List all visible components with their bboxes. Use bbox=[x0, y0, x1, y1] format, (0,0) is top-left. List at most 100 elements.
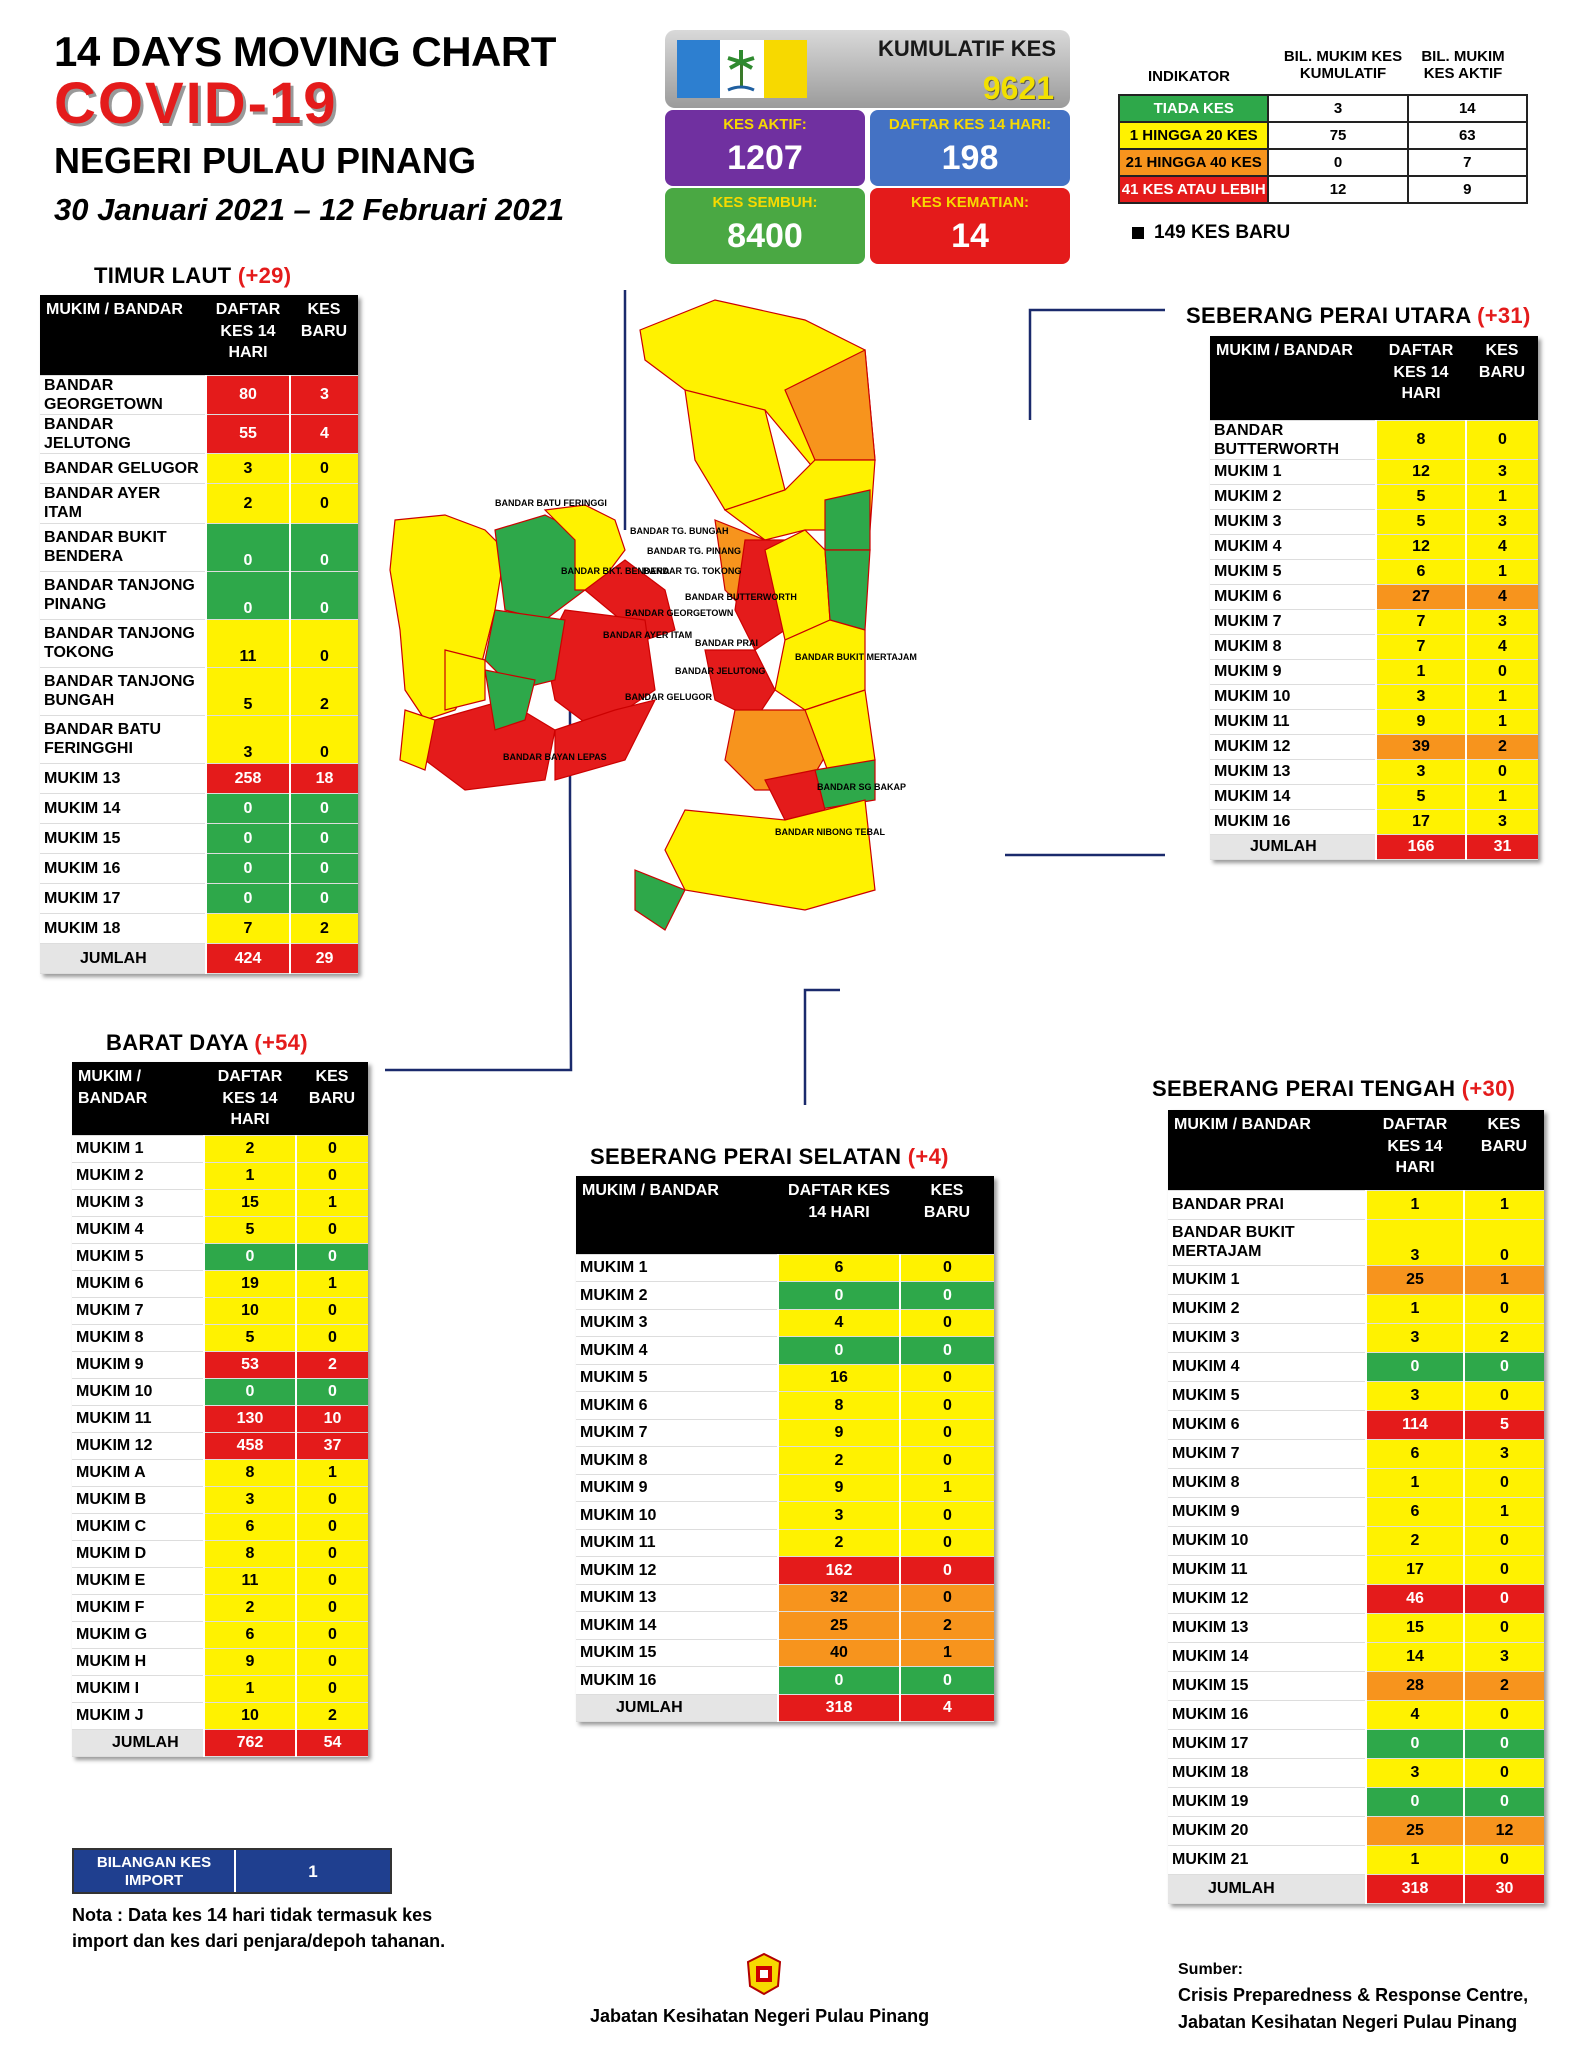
cases-14d: 8 bbox=[203, 1459, 296, 1487]
cases-14d: 3 bbox=[1375, 684, 1466, 710]
mukim-name: MUKIM 11 bbox=[72, 1405, 204, 1433]
summary-panel: KUMULATIF KES 9621 KES AKTIF: 1207 DAFTA… bbox=[665, 30, 1070, 268]
new-cases: 29 bbox=[289, 943, 358, 974]
col-header-mukim: MUKIM / BANDAR bbox=[576, 1176, 778, 1254]
label-nibong-tebal: BANDAR NIBONG TEBAL bbox=[775, 827, 885, 837]
table-row: MUKIM 6 27 4 bbox=[1210, 584, 1538, 610]
mukim-name: MUKIM 6 bbox=[576, 1391, 778, 1419]
mukim-name: MUKIM B bbox=[72, 1486, 204, 1514]
cases-14d: 9 bbox=[1375, 709, 1466, 735]
table-row: MUKIM 21 1 0 bbox=[1168, 1845, 1544, 1875]
mukim-name: MUKIM 2 bbox=[1210, 484, 1376, 510]
mukim-name: MUKIM 8 bbox=[1168, 1468, 1366, 1498]
new-cases: 0 bbox=[899, 1336, 994, 1364]
spu-increase: (+31) bbox=[1477, 303, 1531, 328]
mukim-name: MUKIM 13 bbox=[576, 1584, 778, 1612]
mukim-name: MUKIM 13 bbox=[1168, 1613, 1366, 1643]
mukim-name: MUKIM 3 bbox=[72, 1189, 204, 1217]
cases-14d: 4 bbox=[1365, 1700, 1464, 1730]
table-row: BANDAR TANJONG PINANG 0 0 bbox=[40, 571, 358, 620]
cases-14d: 9 bbox=[777, 1419, 900, 1447]
mukim-name: MUKIM 1 bbox=[576, 1254, 778, 1282]
cases-14d: 28 bbox=[1365, 1671, 1464, 1701]
mukim-name: MUKIM 1 bbox=[1168, 1265, 1366, 1295]
table-row: MUKIM 10 3 1 bbox=[1210, 684, 1538, 710]
mukim-name: JUMLAH bbox=[576, 1694, 778, 1722]
new-cases: 0 bbox=[289, 853, 358, 884]
new-cases: 4 bbox=[1465, 634, 1538, 660]
mukim-name: MUKIM 7 bbox=[576, 1419, 778, 1447]
cases-14d: 5 bbox=[1375, 784, 1466, 810]
table-row: BANDAR PRAI 1 1 bbox=[1168, 1190, 1544, 1219]
new-cases: 0 bbox=[295, 1216, 368, 1244]
new-cases: 3 bbox=[1465, 459, 1538, 485]
label-bkt-bendera: BANDAR BKT. BENDERA bbox=[561, 566, 670, 576]
mukim-name: MUKIM 14 bbox=[1210, 784, 1376, 810]
new-cases: 0 bbox=[1463, 1584, 1544, 1614]
table-row: BANDAR BUTTERWORTH 8 0 bbox=[1210, 420, 1538, 460]
mukim-name: MUKIM 7 bbox=[1210, 609, 1376, 635]
table-row: BANDAR BUKIT MERTAJAM 3 0 bbox=[1168, 1219, 1544, 1266]
new-cases: 0 bbox=[1463, 1729, 1544, 1759]
sps-title-text: SEBERANG PERAI SELATAN bbox=[590, 1144, 902, 1169]
indicator-col-cumulative: BIL. MUKIM KES KUMULATIF bbox=[1283, 48, 1403, 82]
footnote: Nota : Data kes 14 hari tidak termasuk k… bbox=[72, 1905, 446, 1952]
cases-14d: 55 bbox=[205, 414, 290, 454]
table-row: MUKIM 16 17 3 bbox=[1210, 809, 1538, 835]
mukim-name: MUKIM 18 bbox=[1168, 1758, 1366, 1788]
sps-table: MUKIM / BANDAR DAFTAR KES 14 HARI KES BARU… bbox=[576, 1176, 994, 1722]
cases-14d: 2 bbox=[203, 1594, 296, 1622]
barat-daya-title-text: BARAT DAYA bbox=[106, 1030, 248, 1055]
col-header-14d: DAFTAR KES 14 HARI bbox=[206, 295, 290, 375]
spu-table: MUKIM / BANDAR DAFTAR KES 14 HARI KES BARU… bbox=[1210, 336, 1538, 860]
cases-14d: 12 bbox=[1375, 534, 1466, 560]
barat-daya-title: BARAT DAYA (+54) bbox=[106, 1030, 308, 1056]
label-tg-tokong: BANDAR TG. TOKONG bbox=[643, 566, 741, 576]
cases-14d: 2 bbox=[1365, 1526, 1464, 1556]
mukim-name: MUKIM 9 bbox=[1168, 1497, 1366, 1527]
mukim-name: MUKIM 4 bbox=[1210, 534, 1376, 560]
mukim-name: MUKIM 3 bbox=[576, 1309, 778, 1337]
mukim-name: MUKIM 10 bbox=[576, 1501, 778, 1529]
timur-laut-title-text: TIMUR LAUT bbox=[94, 263, 232, 288]
cases-14d: 8 bbox=[1375, 420, 1466, 460]
cases-14d: 3 bbox=[1365, 1381, 1464, 1411]
mukim-name: MUKIM 13 bbox=[40, 763, 206, 794]
new-cases: 0 bbox=[289, 793, 358, 824]
new-cases: 0 bbox=[1463, 1526, 1544, 1556]
label-gelugor: BANDAR GELUGOR bbox=[625, 692, 712, 702]
label-bkt-mertajam: BANDAR BUKIT MERTAJAM bbox=[795, 652, 917, 662]
new-cases-text: 149 KES BARU bbox=[1154, 222, 1291, 243]
spt-title-text: SEBERANG PERAI TENGAH bbox=[1152, 1076, 1456, 1101]
cases-14d: 4 bbox=[777, 1309, 900, 1337]
mukim-name: MUKIM 21 bbox=[1168, 1845, 1366, 1875]
new-cases: 37 bbox=[295, 1432, 368, 1460]
new-cases-note: 149 KES BARU bbox=[1132, 222, 1290, 244]
mukim-name: MUKIM 4 bbox=[1168, 1352, 1366, 1382]
mukim-name: MUKIM 8 bbox=[72, 1324, 204, 1352]
col-header-14d: DAFTAR KES 14 HARI bbox=[204, 1062, 296, 1136]
cases-14d: 46 bbox=[1365, 1584, 1464, 1614]
table-row: MUKIM J 10 2 bbox=[72, 1702, 368, 1730]
new-cases: 30 bbox=[1463, 1874, 1544, 1904]
sps-increase: (+4) bbox=[907, 1144, 949, 1169]
col-header-mukim: MUKIM / BANDAR bbox=[72, 1062, 204, 1136]
new-cases: 0 bbox=[1463, 1294, 1544, 1324]
cases-14d: 6 bbox=[1365, 1497, 1464, 1527]
cases-14d: 17 bbox=[1375, 809, 1466, 835]
col-header-new: KES BARU bbox=[1464, 1110, 1544, 1190]
spu-title-text: SEBERANG PERAI UTARA bbox=[1186, 303, 1471, 328]
label-prai: BANDAR PRAI bbox=[695, 638, 758, 648]
